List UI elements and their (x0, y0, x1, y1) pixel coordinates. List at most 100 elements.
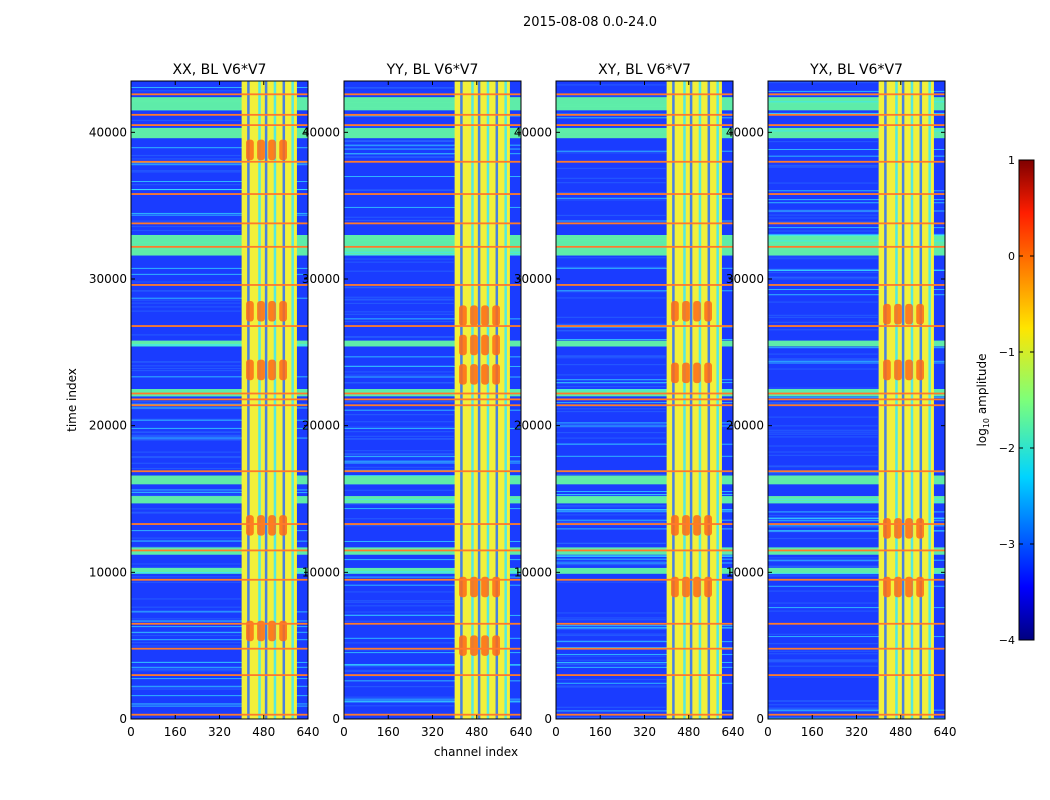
noise-streak (344, 382, 454, 384)
rfi-green-band (768, 340, 945, 347)
rfi-orange-line (131, 325, 308, 327)
noise-streak (131, 438, 241, 440)
noise-streak (768, 565, 878, 568)
noise-streak (344, 414, 454, 416)
noise-streak (768, 316, 878, 318)
rfi-cyan-line (768, 190, 945, 192)
rfi-cyan-line (556, 150, 733, 152)
rfi-orange-line (344, 113, 521, 116)
rfi-cyan-line (768, 269, 945, 271)
noise-streak (344, 287, 454, 289)
rfi-cyan-line (344, 409, 521, 411)
noise-streak (768, 590, 878, 592)
x-tick-label: 0 (764, 725, 772, 739)
rfi-cyan-line (344, 254, 521, 256)
rfi-cyan-line (131, 666, 308, 668)
noise-streak (556, 617, 666, 619)
rfi-cyan-line (344, 460, 521, 462)
noise-streak (131, 563, 241, 565)
rfi-blob (279, 359, 287, 381)
noise-streak (556, 542, 666, 544)
noise-streak (131, 434, 241, 436)
noise-streak (344, 613, 454, 616)
y-tick-label: 30000 (514, 272, 552, 286)
noise-streak (131, 581, 241, 583)
panel-title: XY, BL V6*V7 (598, 62, 691, 78)
rfi-cyan-line (556, 625, 733, 627)
rfi-green-band (556, 340, 733, 347)
noise-streak (768, 436, 878, 438)
noise-streak (131, 406, 241, 408)
noise-streak (768, 358, 878, 360)
rfi-cyan-line (556, 491, 733, 493)
noise-streak (556, 323, 666, 325)
rfi-cyan-line (131, 437, 308, 439)
rfi-blob (671, 576, 679, 598)
panel-4: YX, BL V6*V7 0 160 320 480 640 0 10000 20000 3000… (726, 62, 957, 739)
rfi-blob (459, 364, 467, 385)
noise-streak (768, 353, 878, 355)
noise-streak (768, 359, 878, 361)
noise-streak (768, 276, 878, 278)
noise-streak (131, 455, 241, 458)
y-tick-label: 20000 (514, 419, 552, 433)
rfi-cyan-line (556, 555, 733, 557)
rfi-cyan-line (768, 636, 945, 638)
rfi-orange-line (556, 713, 733, 716)
rfi-cyan-line (131, 407, 308, 409)
rfi-cyan-line (344, 664, 521, 666)
rfi-blob (693, 576, 701, 598)
rfi-cyan-line (768, 90, 945, 92)
rfi-orange-line (556, 398, 733, 401)
colorbar-tick-label: −4 (999, 634, 1015, 647)
noise-streak (768, 660, 878, 662)
noise-streak (556, 330, 666, 332)
noise-streak (344, 489, 454, 491)
rfi-cyan-line (344, 356, 521, 358)
rfi-orange-line (344, 284, 521, 286)
noise-streak (768, 258, 878, 260)
rfi-orange-line (344, 160, 521, 163)
rfi-orange-line (768, 404, 945, 407)
noise-streak (131, 539, 241, 542)
noise-streak (131, 688, 241, 690)
rfi-blob (257, 359, 265, 381)
noise-streak (556, 355, 666, 357)
rfi-orange-line (344, 523, 521, 525)
noise-streak (556, 506, 666, 508)
noise-streak (556, 473, 666, 476)
noise-streak (344, 311, 454, 313)
rfi-cyan-line (344, 475, 521, 477)
noise-streak (344, 153, 454, 155)
rfi-orange-line (131, 523, 308, 525)
noise-streak (344, 219, 454, 222)
noise-streak (344, 705, 454, 707)
noise-streak (768, 301, 878, 303)
noise-streak (344, 336, 454, 338)
y-tick-label: 40000 (514, 125, 552, 139)
rfi-cyan-line (768, 347, 945, 349)
rfi-blob (481, 364, 489, 385)
noise-streak (344, 302, 454, 305)
rfi-orange-line (344, 245, 521, 248)
noise-streak (131, 170, 241, 172)
rfi-cyan-line (344, 365, 521, 367)
noise-streak (131, 171, 241, 173)
rfi-blob (459, 635, 467, 656)
rfi-cyan-line (344, 498, 521, 500)
rfi-cyan-line (131, 345, 308, 347)
y-tick-label: 30000 (302, 272, 340, 286)
rfi-orange-line (768, 222, 945, 225)
noise-streak (344, 374, 454, 376)
noise-streak (556, 494, 666, 496)
y-tick-label: 40000 (89, 125, 127, 139)
rfi-orange-line (131, 160, 308, 163)
rfi-orange-line (344, 674, 521, 676)
noise-streak (768, 704, 878, 706)
rfi-blob (682, 515, 690, 536)
noise-streak (131, 220, 241, 222)
noise-streak (556, 357, 666, 359)
rfi-orange-line (131, 549, 308, 552)
rfi-orange-line (556, 523, 733, 525)
rfi-cyan-line (768, 559, 945, 561)
